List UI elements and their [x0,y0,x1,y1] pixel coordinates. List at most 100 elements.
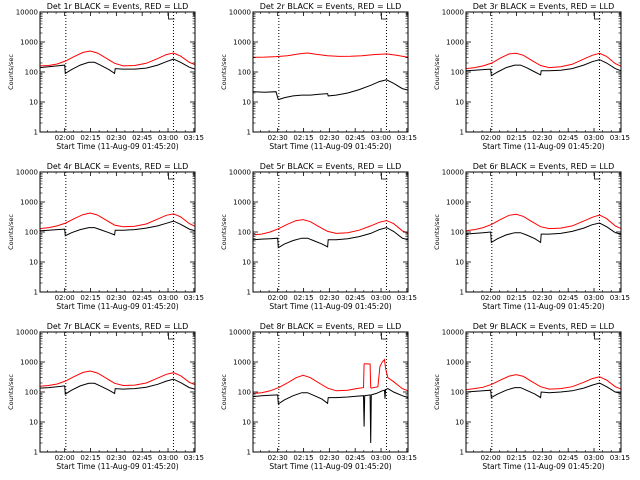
y-tick-label: 10 [242,99,251,107]
x-tick-label: 02:45 [345,134,365,142]
y-tick-label: 1 [247,129,251,137]
x-axis-label: Start Time (11-Aug-09 01:45:20) [482,302,604,311]
panel-1: Det 1r BLACK = Events, RED = LLD 1 10 100 10… [7,2,204,151]
x-tick-label: 02:30 [532,134,552,142]
y-tick-label: 10 [455,259,464,267]
series-lld-line [40,370,195,387]
time-marker-glyph [168,13,175,20]
y-tick-label: 1000 [233,199,251,207]
y-axis-label: Counts/sec [433,54,441,90]
series-lld-line [466,374,621,391]
y-tick-label: 100 [238,229,251,237]
x-tick-label: 03:15 [184,294,204,302]
x-tick-label: 02:45 [132,454,152,462]
plot-frame [39,331,196,453]
x-tick-label: 02:15 [506,454,526,462]
x-tick-label: 02:45 [345,454,365,462]
x-tick-label: 02:00 [268,294,288,302]
series-lld-line [40,212,195,230]
x-tick-label: 03:15 [610,294,630,302]
y-tick-label: 10 [29,99,38,107]
x-tick-label: 03:15 [397,134,417,142]
panel-2: Det 2r BLACK = Events, RED = LLD 1 10 100 10… [220,2,417,151]
series-events-line [40,58,195,75]
panel-5: Det 5r BLACK = Events, RED = LLD 1 10 100 10… [220,162,417,311]
x-axis-label: Start Time (11-Aug-09 01:45:20) [269,142,391,151]
x-tick-label: 02:00 [481,454,501,462]
y-tick-label: 10 [455,99,464,107]
y-tick-label: 1 [460,129,464,137]
time-marker-glyph [594,333,601,340]
x-tick-label: 03:15 [397,294,417,302]
y-tick-label: 10000 [16,329,38,337]
y-tick-label: 100 [25,69,38,77]
y-tick-label: 10000 [229,169,251,177]
series-events-line [40,378,195,395]
y-tick-label: 10000 [442,9,464,17]
x-axis-label: Start Time (11-Aug-09 01:45:20) [482,142,604,151]
series-events-line [253,388,408,444]
x-tick-label: 03:15 [610,134,630,142]
x-tick-label: 03:00 [584,134,604,142]
x-tick-label: 03:15 [184,134,204,142]
y-tick-label: 10 [29,419,38,427]
x-tick-label: 02:45 [558,294,578,302]
y-tick-label: 10000 [16,169,38,177]
y-tick-label: 1 [460,449,464,457]
y-tick-label: 10000 [442,169,464,177]
series-lld-line [466,52,621,70]
panel-3: Det 3r BLACK = Events, RED = LLD 1 10 100 10… [433,2,630,151]
y-tick-label: 1 [460,289,464,297]
y-axis-label: Counts/sec [220,374,228,410]
series-events-line [253,227,408,249]
panel-7: Det 7r BLACK = Events, RED = LLD 1 10 100 10… [7,322,204,471]
x-tick-label: 02:15 [80,454,100,462]
y-tick-label: 1000 [446,199,464,207]
x-tick-label: 02:00 [55,294,75,302]
y-tick-label: 1000 [20,359,38,367]
x-tick-label: 02:45 [345,294,365,302]
series-events-line [466,382,621,399]
x-tick-label: 02:00 [55,454,75,462]
plot-frame [465,11,622,133]
x-axis-label: Start Time (11-Aug-09 01:45:20) [56,142,178,151]
y-tick-label: 100 [238,69,251,77]
y-axis-label: Counts/sec [433,214,441,250]
panel-6: Det 6r BLACK = Events, RED = LLD 1 10 100 10… [433,162,630,311]
series-events-line [253,79,408,101]
series-events-line [466,222,621,244]
x-tick-label: 02:45 [558,134,578,142]
series-events-line [466,59,621,77]
x-tick-label: 02:15 [293,294,313,302]
panel-title: Det 5r BLACK = Events, RED = LLD [260,162,402,171]
y-tick-label: 1 [247,289,251,297]
time-marker-glyph [381,173,388,180]
x-tick-label: 03:00 [371,134,391,142]
x-axis-label: Start Time (11-Aug-09 01:45:20) [56,302,178,311]
x-axis-label: Start Time (11-Aug-09 01:45:20) [482,462,604,471]
y-tick-label: 10 [242,259,251,267]
x-tick-label: 03:15 [397,454,417,462]
y-tick-label: 1000 [446,359,464,367]
panel-8: Det 8r BLACK = Events, RED = LLD 1 10 100 10… [220,322,417,471]
plot-frame [39,171,196,293]
y-tick-label: 100 [451,389,464,397]
x-tick-label: 02:30 [268,454,288,462]
x-tick-label: 02:15 [506,294,526,302]
y-tick-label: 100 [451,229,464,237]
x-axis-label: Start Time (11-Aug-09 01:45:20) [269,462,391,471]
y-axis-label: Counts/sec [7,374,15,410]
y-tick-label: 100 [451,69,464,77]
panel-9: Det 9r BLACK = Events, RED = LLD 1 10 100 10… [433,322,630,471]
x-tick-label: 02:15 [293,454,313,462]
plot-frame [39,11,196,133]
y-axis-label: Counts/sec [433,374,441,410]
y-tick-label: 10 [455,419,464,427]
y-tick-label: 100 [238,389,251,397]
plot-frame [252,11,409,133]
series-lld-line [253,219,408,236]
x-tick-label: 02:45 [558,454,578,462]
x-axis-label: Start Time (11-Aug-09 01:45:20) [269,302,391,311]
x-tick-label: 02:00 [481,294,501,302]
